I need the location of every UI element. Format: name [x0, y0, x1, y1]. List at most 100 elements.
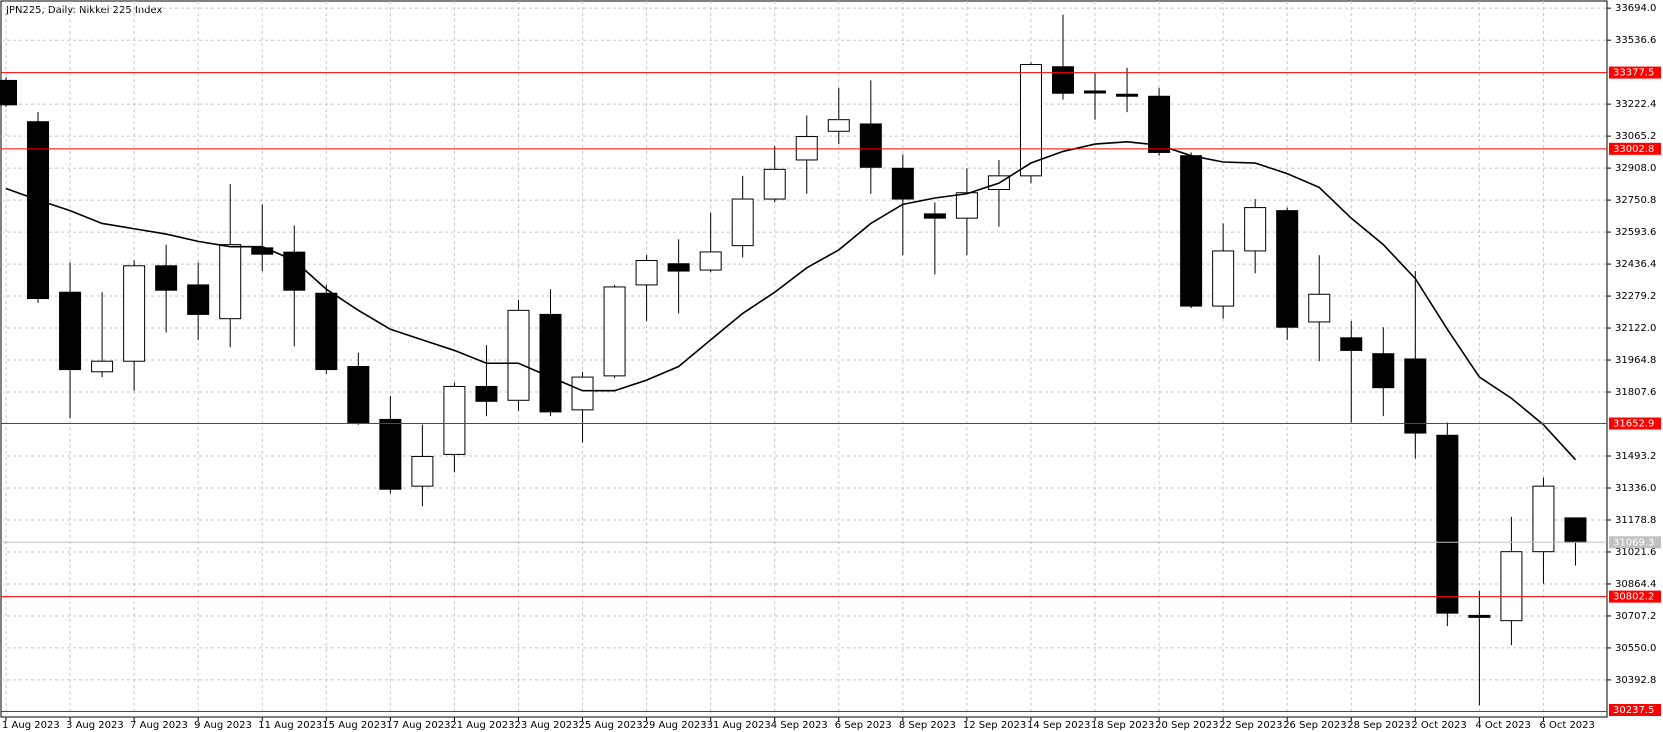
marks: [0, 14, 1607, 713]
y-tick-label: 30707.2: [1615, 611, 1656, 622]
last-price-box: [1609, 536, 1661, 549]
x-tick-label: 21 Aug 2023: [450, 720, 514, 731]
last-price-label: 31069.3: [1613, 537, 1654, 548]
y-tick-label: 32436.4: [1615, 259, 1656, 270]
candle-body: [1019, 64, 1042, 177]
x-tick-label: 17 Aug 2023: [386, 720, 450, 731]
candle-body: [475, 385, 498, 402]
x-tick-label: 29 Aug 2023: [643, 720, 707, 731]
y-tick-label: 33065.2: [1615, 131, 1656, 142]
x-tick-label: 31 Aug 2023: [707, 720, 771, 731]
y-tick-label: 32750.8: [1615, 195, 1656, 206]
y-tick-label: 32122.0: [1615, 323, 1656, 334]
x-tick-label: 22 Sep 2023: [1219, 720, 1282, 731]
x-tick-label: 3 Aug 2023: [66, 720, 124, 731]
candle-body: [315, 292, 338, 371]
y-tick-label: 32908.0: [1615, 163, 1656, 174]
level-label: 30802.2: [1613, 592, 1654, 603]
axis: 33694.0 33536.6 33222.4 33065.2 32908.0 32750…: [2, 3, 1661, 731]
x-tick-label: 12 Sep 2023: [963, 720, 1026, 731]
x-tick-label: 18 Sep 2023: [1091, 720, 1154, 731]
candle-body: [0, 79, 17, 106]
x-tick-label: 26 Sep 2023: [1283, 720, 1346, 731]
candle-body: [955, 192, 978, 219]
candle-body: [667, 263, 690, 272]
x-tick-label: 6 Sep 2023: [835, 720, 892, 731]
y-tick-label: 31178.8: [1615, 515, 1656, 526]
candle-body: [539, 313, 562, 413]
level-label-box: [1609, 417, 1661, 430]
x-tick-label: 25 Aug 2023: [579, 720, 643, 731]
candle-body: [859, 123, 882, 168]
x-tick-label: 11 Aug 2023: [258, 720, 322, 731]
x-tick-label: 4 Oct 2023: [1475, 720, 1530, 731]
level-label: 31652.9: [1613, 419, 1654, 430]
candle-body: [1436, 434, 1459, 614]
x-tick-label: 7 Aug 2023: [130, 720, 188, 731]
candle-body: [1116, 93, 1139, 97]
candle-body: [187, 284, 210, 315]
candle-body: [1372, 353, 1395, 389]
candle-body: [763, 168, 786, 200]
candle-body: [443, 385, 466, 455]
candle-body: [347, 366, 370, 423]
x-tick-label: 4 Sep 2023: [771, 720, 828, 731]
plot-frame: [0, 0, 1608, 718]
candle-body: [571, 376, 594, 411]
candle-body: [1148, 95, 1171, 153]
level-label-box: [1609, 142, 1661, 155]
candle-body: [411, 455, 434, 487]
candle-body: [1180, 155, 1203, 307]
candle-body: [155, 265, 178, 291]
y-tick-label: 32593.6: [1615, 227, 1656, 238]
candle-body: [1308, 293, 1331, 323]
candle-body: [1404, 358, 1427, 434]
level-label-box: [1609, 704, 1661, 716]
candle-body: [1340, 337, 1363, 351]
x-tick-label: 1 Aug 2023: [2, 720, 60, 731]
y-tick-label: 33536.6: [1615, 35, 1656, 46]
y-tick-label: 33694.0: [1615, 3, 1656, 14]
candle-body: [283, 251, 306, 291]
candle-body: [1051, 66, 1074, 94]
candle-body: [795, 136, 818, 161]
y-tick-label: 31336.0: [1615, 483, 1656, 494]
y-tick-label: 31964.8: [1615, 355, 1656, 366]
x-tick-label: 20 Sep 2023: [1155, 720, 1218, 731]
y-tick-label: 31807.6: [1615, 387, 1656, 398]
candle-body: [123, 265, 146, 362]
level-label: 33377.5: [1613, 68, 1654, 79]
candle-body: [923, 213, 946, 219]
candle-body: [1084, 90, 1107, 94]
level-label: 33002.8: [1613, 144, 1654, 155]
candle-body: [1500, 551, 1523, 622]
x-tick-label: 9 Aug 2023: [194, 720, 252, 731]
moving-average: [5, 141, 1577, 461]
candle-body: [1468, 614, 1491, 618]
candle-body: [891, 167, 914, 200]
x-tick-label: 8 Sep 2023: [899, 720, 956, 731]
y-tick-label: 31021.6: [1615, 547, 1656, 558]
candle-body: [59, 291, 82, 371]
level-label: 30237.5: [1613, 705, 1654, 716]
x-tick-label: 23 Aug 2023: [514, 720, 578, 731]
candle-body: [827, 119, 850, 132]
candle-body: [635, 259, 658, 286]
x-tick-label: 6 Oct 2023: [1539, 720, 1594, 731]
candle-body: [1276, 210, 1299, 328]
y-tick-label: 32279.2: [1615, 291, 1656, 302]
candle-body: [731, 198, 754, 247]
x-tick-label: 28 Sep 2023: [1347, 720, 1410, 731]
candle-body: [251, 247, 274, 255]
y-tick-label: 30550.0: [1615, 643, 1656, 654]
candle-body: [379, 418, 402, 490]
x-tick-label: 2 Oct 2023: [1411, 720, 1466, 731]
candle-body: [219, 244, 242, 320]
level-label-box: [1609, 66, 1661, 79]
y-tick-label: 31493.2: [1615, 451, 1656, 462]
y-tick-label: 30864.4: [1615, 579, 1656, 590]
candle-body: [1212, 250, 1235, 307]
candle-body: [91, 360, 114, 373]
